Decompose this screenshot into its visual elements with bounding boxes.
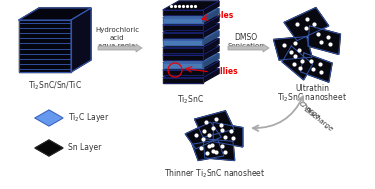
Polygon shape [163,40,203,45]
Text: holes: holes [210,11,233,19]
Polygon shape [203,1,219,15]
Polygon shape [203,31,219,45]
Polygon shape [163,31,219,40]
Polygon shape [284,8,329,41]
Polygon shape [163,55,203,60]
Polygon shape [163,53,219,63]
Polygon shape [35,110,63,126]
Polygon shape [163,61,219,70]
Text: Ti$_2$C Layer: Ti$_2$C Layer [68,112,110,125]
Text: Sn Layer: Sn Layer [68,143,101,153]
Text: Thinner Ti$_2$SnC nanosheet: Thinner Ti$_2$SnC nanosheet [164,168,266,180]
Polygon shape [203,68,219,83]
Text: Ti$_2$SnC nanosheet: Ti$_2$SnC nanosheet [277,91,347,104]
Polygon shape [19,20,71,72]
Polygon shape [163,18,203,22]
Text: DMSO: DMSO [234,33,257,43]
Polygon shape [163,1,219,10]
Polygon shape [163,63,203,67]
Polygon shape [185,122,221,149]
Polygon shape [301,53,332,82]
Polygon shape [19,8,91,20]
Text: Hydrochloric: Hydrochloric [95,27,139,33]
Text: Ultrathin: Ultrathin [295,84,329,93]
Text: Ti$_2$SnC/Sn/TiC: Ti$_2$SnC/Sn/TiC [28,79,82,91]
Polygon shape [203,16,219,30]
Polygon shape [163,46,219,55]
FancyArrow shape [228,44,269,52]
Text: acid: acid [110,35,124,41]
FancyArrow shape [98,44,142,52]
Polygon shape [163,77,203,83]
Polygon shape [163,47,203,53]
Polygon shape [213,122,243,147]
Polygon shape [203,9,219,22]
Polygon shape [308,26,340,54]
Polygon shape [163,9,219,18]
Text: Ti$_2$SnC: Ti$_2$SnC [177,93,204,105]
Polygon shape [195,111,234,138]
Text: gullies: gullies [210,67,238,77]
Polygon shape [192,140,224,160]
Polygon shape [282,46,313,80]
Polygon shape [163,16,219,25]
Polygon shape [35,140,63,156]
Polygon shape [163,33,203,37]
Polygon shape [203,23,219,37]
Polygon shape [163,39,219,47]
Polygon shape [163,10,203,15]
Text: Sonication: Sonication [227,43,264,49]
Text: aqua regia: aqua regia [98,43,136,49]
Text: Discharge: Discharge [303,106,334,132]
Polygon shape [203,61,219,75]
Polygon shape [203,139,235,160]
Polygon shape [203,39,219,53]
Polygon shape [163,23,219,33]
Text: Charge: Charge [298,100,322,120]
Polygon shape [71,8,91,72]
Polygon shape [163,25,203,30]
Polygon shape [163,68,219,77]
Polygon shape [203,46,219,60]
Polygon shape [163,70,203,75]
Polygon shape [203,53,219,67]
Polygon shape [274,36,312,60]
